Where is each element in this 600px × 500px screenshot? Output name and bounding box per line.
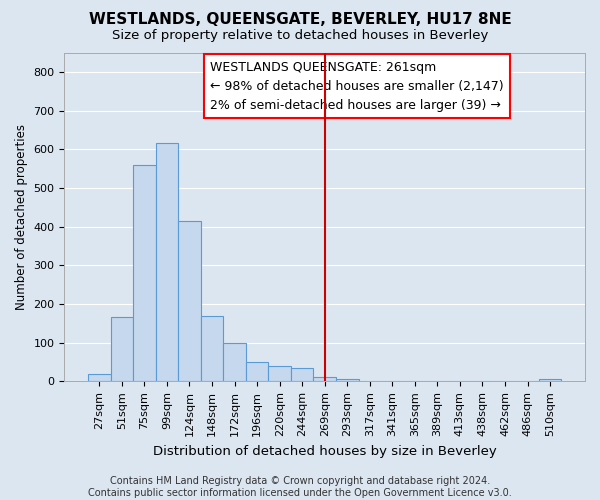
Text: Contains HM Land Registry data © Crown copyright and database right 2024.
Contai: Contains HM Land Registry data © Crown c… (88, 476, 512, 498)
Bar (291, 368, 313, 382)
Text: WESTLANDS QUEENSGATE: 261sqm
← 98% of detached houses are smaller (2,147)
2% of : WESTLANDS QUEENSGATE: 261sqm ← 98% of de… (210, 60, 504, 112)
Bar (110, 318, 133, 382)
Bar (268, 366, 291, 382)
Text: Size of property relative to detached houses in Beverley: Size of property relative to detached ho… (112, 29, 488, 42)
Bar (155, 144, 178, 382)
Bar (88, 374, 110, 382)
Bar (178, 221, 201, 382)
Bar (539, 380, 562, 382)
Bar (133, 164, 155, 382)
Bar (201, 316, 223, 382)
Text: WESTLANDS, QUEENSGATE, BEVERLEY, HU17 8NE: WESTLANDS, QUEENSGATE, BEVERLEY, HU17 8N… (89, 12, 511, 28)
Bar (246, 362, 268, 382)
Y-axis label: Number of detached properties: Number of detached properties (15, 124, 28, 310)
Bar (223, 342, 246, 382)
Bar (336, 380, 359, 382)
Bar (313, 378, 336, 382)
X-axis label: Distribution of detached houses by size in Beverley: Distribution of detached houses by size … (153, 444, 497, 458)
